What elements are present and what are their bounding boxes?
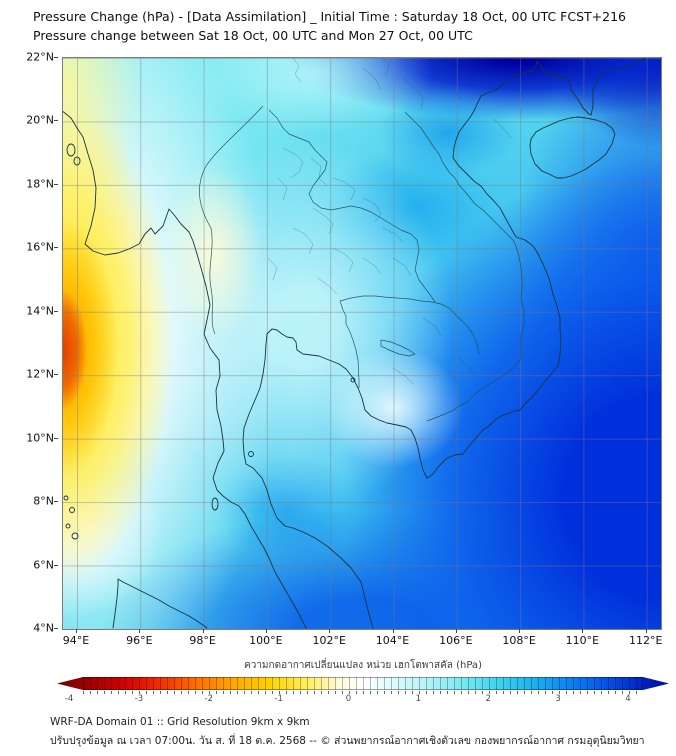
colorbar-tick-label: 1	[415, 694, 422, 704]
pressure-change-field	[63, 58, 661, 629]
lon-tick-label: 112°E	[628, 634, 663, 647]
lon-tick	[139, 629, 141, 633]
lat-tick	[54, 627, 58, 629]
colorbar-segments	[83, 677, 643, 690]
lat-tick	[54, 57, 58, 58]
coastlines-borders-svg	[63, 58, 646, 629]
lon-tick-label: 108°E	[502, 634, 536, 647]
lat-tick	[54, 183, 58, 185]
colorbar-tick-label: -4	[64, 694, 74, 704]
lat-tick-label: 14°N	[26, 304, 54, 318]
footer-credit: ปรับปรุงข้อมูล ณ เวลา 07:00น. วัน ส. ที่…	[50, 735, 645, 747]
colorbar-tick-label: 3	[555, 694, 561, 704]
colorbar-tick-label: 0	[345, 694, 352, 704]
lat-tick	[54, 310, 58, 312]
lat-tick	[54, 374, 58, 376]
lon-tick	[265, 629, 267, 633]
lon-tick	[455, 629, 457, 633]
lon-tick-label: 102°E	[312, 634, 346, 647]
colorbar-tick-label: -3	[134, 694, 144, 704]
lat-tick-label: 6°N	[33, 558, 54, 572]
lon-tick-label: 98°E	[189, 634, 216, 647]
lon-tick	[202, 629, 204, 633]
lon-tick	[76, 629, 77, 633]
footer-model-info: WRF-DA Domain 01 :: Grid Resolution 9km …	[50, 716, 310, 728]
colorbar-label: ความกดอากาศเปลี่ยนแปลง หน่วย เฮกโตพาสคัล…	[244, 660, 482, 671]
lon-tick-label: 106°E	[439, 634, 473, 647]
lat-tick	[54, 247, 58, 249]
colorbar-tick-labels: -4 -3 -2 -1 0 1 2 3 4	[57, 694, 669, 706]
lat-tick-label: 22°N	[26, 50, 54, 64]
lon-tick	[582, 629, 584, 633]
longitude-axis: 94°E 96°E 98°E 100°E 102°E 104°E 106°E 108°E 110…	[62, 629, 663, 651]
page-subtitle: Pressure change between Sat 18 Oct, 00 U…	[33, 28, 473, 43]
lat-tick-label: 18°N	[26, 177, 54, 191]
colorbar-tick-label: 4	[625, 694, 631, 704]
lat-tick-label: 20°N	[26, 113, 54, 127]
colorbar-gradient	[57, 677, 669, 690]
colorbar-tick-label: -2	[204, 694, 213, 704]
page-title: Pressure Change (hPa) - [Data Assimilati…	[33, 9, 626, 24]
colorbar-minor-ticks	[83, 691, 642, 694]
lon-tick	[519, 629, 521, 633]
lon-tick-label: 110°E	[565, 634, 600, 647]
lat-tick	[54, 564, 58, 566]
lat-tick	[54, 120, 58, 122]
lat-tick	[54, 501, 58, 503]
lat-tick-label: 8°N	[33, 494, 54, 508]
lon-tick-label: 100°E	[249, 634, 283, 647]
lon-tick	[645, 629, 647, 633]
colorbar-tick-label: 2	[485, 694, 491, 704]
lon-tick	[329, 629, 331, 633]
lat-tick	[54, 437, 58, 439]
lon-tick-label: 104°E	[375, 634, 410, 647]
lon-tick	[392, 629, 394, 633]
map-frame	[62, 57, 662, 630]
graticule-gridlines	[63, 58, 661, 629]
lon-tick-label: 94°E	[62, 634, 90, 647]
lat-tick-label: 12°N	[26, 367, 54, 381]
lat-tick-label: 16°N	[26, 240, 54, 254]
colorbar-tick-label: -1	[274, 694, 283, 704]
lat-tick-label: 4°N	[33, 621, 54, 635]
lon-tick-label: 96°E	[126, 634, 153, 647]
colorbar	[57, 677, 669, 690]
lat-tick-label: 10°N	[26, 431, 54, 445]
latitude-axis: 22°N 20°N 18°N 16°N 14°N 12°N 10°N 8°N 6°N 4°N	[0, 51, 58, 634]
